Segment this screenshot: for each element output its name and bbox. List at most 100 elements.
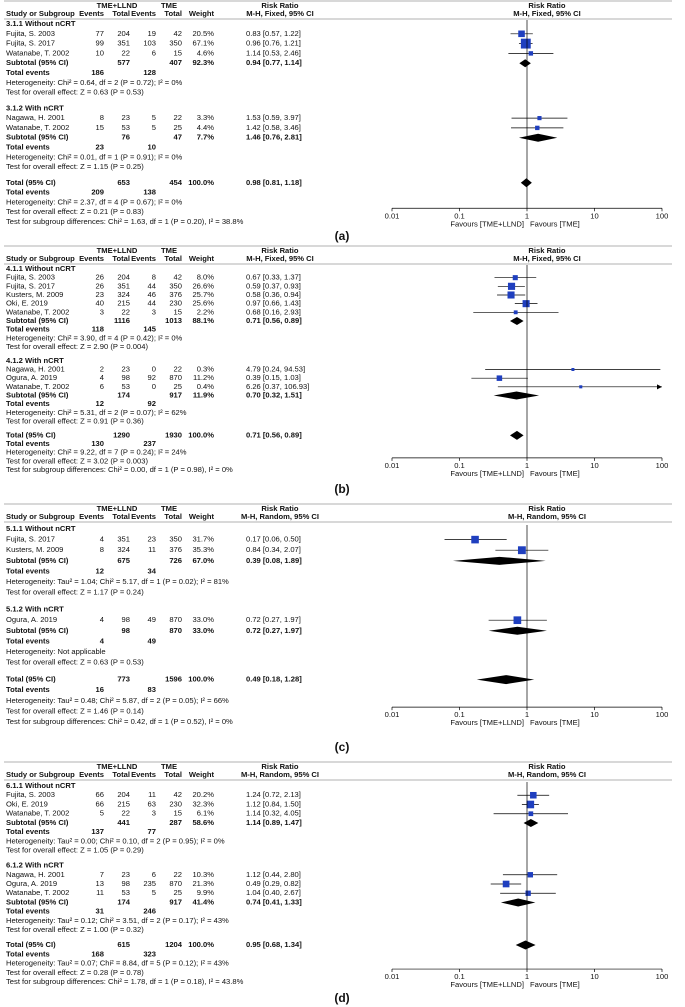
- cell-t2: 15: [174, 48, 182, 57]
- group-header: TME: [161, 246, 177, 255]
- ci-label: 0.72 [0.27, 1.97]: [246, 615, 301, 624]
- cell-t1: 23: [122, 113, 130, 122]
- effect-square: [513, 310, 518, 315]
- ci-label: 0.74 [0.41, 1.33]: [246, 897, 302, 906]
- cell-t1: 98: [122, 626, 130, 635]
- ci-label: 4.79 [0.24, 94.53]: [246, 365, 305, 374]
- cell-e1: 26: [96, 273, 104, 282]
- ci-label: 0.71 [0.56, 0.89]: [246, 316, 302, 325]
- cell-e1: 4: [100, 615, 104, 624]
- row-name: Watanabe, T. 2002: [6, 123, 69, 132]
- stat-text: Test for overall effect: Z = 1.15 (P = 0…: [6, 162, 144, 171]
- effect-square: [507, 291, 515, 299]
- row-name: Total (95% CI): [6, 940, 56, 949]
- row-name: Subtotal (95% CI): [6, 897, 69, 906]
- row-name: Total events: [6, 827, 50, 836]
- column-header: Events: [131, 9, 156, 18]
- weight: 100.0%: [188, 675, 214, 684]
- effect-square: [513, 616, 522, 625]
- favours-right: Favours [TME]: [530, 219, 580, 228]
- weight: 100.0%: [188, 178, 214, 187]
- cell-t1: 53: [122, 888, 130, 897]
- ci-label: 0.84 [0.34, 2.07]: [246, 545, 301, 554]
- cell-e1: 4: [100, 373, 104, 382]
- cell-e2: 49: [148, 636, 156, 645]
- effect-diamond: [523, 818, 539, 827]
- row-name: Subtotal (95% CI): [6, 316, 69, 325]
- cell-t1: 98: [122, 879, 130, 888]
- x-tick-label: 10: [590, 461, 598, 470]
- column-header: Study or Subgroup: [6, 9, 75, 18]
- cell-e2: 34: [148, 566, 157, 575]
- plot-title: Risk Ratio: [528, 1, 565, 10]
- plot-title: Risk Ratio: [528, 504, 565, 513]
- cell-t1: 215: [117, 799, 130, 808]
- cell-t1: 76: [122, 133, 130, 142]
- cell-e1: 168: [91, 949, 104, 958]
- x-tick-label: 10: [590, 710, 598, 719]
- cell-t1: 53: [122, 382, 130, 391]
- ci-label: 1.04 [0.40, 2.67]: [246, 888, 301, 897]
- column-header: Study or Subgroup: [6, 512, 75, 521]
- cell-e1: 4: [100, 636, 105, 645]
- column-header: Weight: [189, 9, 215, 18]
- cell-t2: 22: [174, 113, 182, 122]
- cell-t1: 324: [117, 290, 130, 299]
- row-name: Total events: [6, 439, 50, 448]
- cell-e2: 23: [148, 535, 156, 544]
- cell-e1: 2: [100, 365, 104, 374]
- cell-t1: 675: [117, 556, 130, 565]
- cell-t2: 287: [169, 818, 182, 827]
- cell-e1: 66: [96, 790, 104, 799]
- cell-e2: 92: [148, 373, 156, 382]
- row-name: Total (95% CI): [6, 430, 56, 439]
- weight: 67.0%: [192, 556, 214, 565]
- plot-method: M-H, Fixed, 95% CI: [513, 9, 581, 18]
- column-header: Total: [112, 254, 130, 263]
- cell-t2: 22: [174, 365, 182, 374]
- row-name: Nagawa, H. 2001: [6, 113, 65, 122]
- cell-e1: 3: [100, 307, 104, 316]
- weight: 9.9%: [197, 888, 215, 897]
- cell-e2: 44: [148, 281, 156, 290]
- x-tick-label: 1: [525, 710, 529, 719]
- ci-label: 0.39 [0.08, 1.89]: [246, 556, 302, 565]
- column-header: Events: [131, 512, 156, 521]
- ci-label: 0.95 [0.68, 1.34]: [246, 940, 302, 949]
- ci-label: 0.67 [0.33, 1.37]: [246, 273, 301, 282]
- column-header: Events: [79, 9, 104, 18]
- weight: 10.3%: [192, 870, 214, 879]
- cell-t1: 351: [117, 535, 130, 544]
- effect-diamond: [493, 391, 540, 400]
- stat-text: Test for overall effect: Z = 0.91 (P = 0…: [6, 416, 144, 425]
- cell-e1: 31: [96, 907, 105, 916]
- cell-e2: 145: [143, 325, 156, 334]
- weight: 100.0%: [188, 430, 214, 439]
- cell-e1: 8: [100, 113, 104, 122]
- effect-diamond: [518, 133, 558, 142]
- weight: 100.0%: [188, 940, 214, 949]
- column-header: Events: [131, 254, 156, 263]
- cell-e2: 11: [148, 790, 156, 799]
- cell-e1: 10: [96, 48, 104, 57]
- ci-label: 0.98 [0.81, 1.18]: [246, 178, 302, 187]
- column-header: Weight: [189, 512, 215, 521]
- ci-label: 0.70 [0.32, 1.51]: [246, 390, 302, 399]
- weight: 25.6%: [192, 299, 214, 308]
- cell-e2: 83: [148, 685, 156, 694]
- group-header: TME+LLND: [97, 762, 138, 771]
- stat-text: Test for overall effect: Z = 2.90 (P = 0…: [6, 342, 148, 351]
- weight: 11.9%: [193, 390, 214, 399]
- row-name: Total events: [6, 685, 50, 694]
- favours-right: Favours [TME]: [530, 718, 580, 727]
- row-name: Ogura, A. 2019: [6, 879, 57, 888]
- panel-label: (a): [335, 229, 350, 243]
- effect-square: [517, 546, 526, 555]
- stat-text: Test for subgroup differences: Chi² = 0.…: [6, 717, 233, 726]
- weight: 92.3%: [192, 58, 214, 67]
- row-name: Nagawa, H. 2001: [6, 870, 65, 879]
- cell-t1: 351: [117, 281, 130, 290]
- column-header: Weight: [189, 254, 215, 263]
- weight: 58.6%: [192, 818, 214, 827]
- stat-text: Heterogeneity: Chi² = 5.31, df = 2 (P = …: [6, 408, 187, 417]
